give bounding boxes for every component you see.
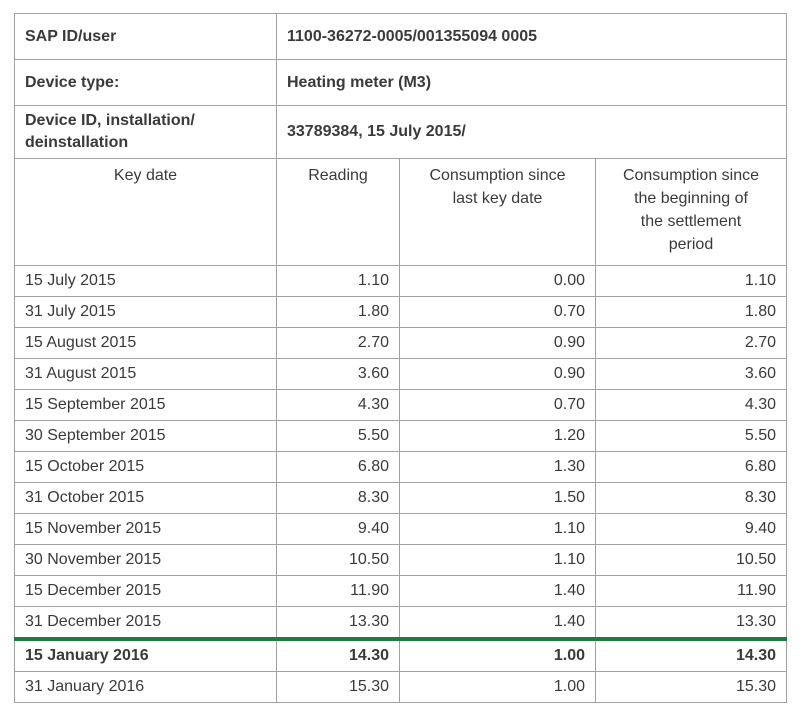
consumption-since-start-cell: 5.50	[595, 420, 787, 452]
key-date-cell: 31 August 2015	[14, 358, 277, 390]
readings-body: 15 July 2015 1.10 0.00 1.10 31 July 2015…	[14, 265, 787, 703]
table-row: 30 September 2015 5.50 1.20 5.50	[14, 420, 787, 452]
table-row: 31 December 2015 13.30 1.40 13.30	[14, 606, 787, 640]
key-date-cell: 31 July 2015	[14, 296, 277, 328]
key-date-cell: 30 November 2015	[14, 544, 277, 576]
table-row: 31 October 2015 8.30 1.50 8.30	[14, 482, 787, 514]
consumption-since-last-cell: 0.90	[399, 358, 596, 390]
meta-value-device-type: Heating meter (M3)	[276, 59, 787, 106]
table-row: 15 November 2015 9.40 1.10 9.40	[14, 513, 787, 545]
reading-cell: 8.30	[276, 482, 400, 514]
key-date-cell: 15 November 2015	[14, 513, 277, 545]
reading-cell: 9.40	[276, 513, 400, 545]
key-date-cell: 15 October 2015	[14, 451, 277, 483]
meta-section: SAP ID/user 1100-36272-0005/001355094 00…	[14, 13, 787, 266]
reading-cell: 4.30	[276, 389, 400, 421]
reading-cell: 10.50	[276, 544, 400, 576]
table-row: 15 August 2015 2.70 0.90 2.70	[14, 327, 787, 359]
reading-cell: 11.90	[276, 575, 400, 607]
key-date-cell: 15 December 2015	[14, 575, 277, 607]
column-header-key-date: Key date	[14, 158, 277, 266]
consumption-since-last-cell: 1.00	[399, 637, 596, 672]
key-date-cell: 15 August 2015	[14, 327, 277, 359]
column-header-reading: Reading	[276, 158, 400, 266]
consumption-since-last-cell: 0.70	[399, 296, 596, 328]
table-row: 15 July 2015 1.10 0.00 1.10	[14, 265, 787, 297]
consumption-since-start-cell: 10.50	[595, 544, 787, 576]
table-row: 31 August 2015 3.60 0.90 3.60	[14, 358, 787, 390]
reading-cell: 5.50	[276, 420, 400, 452]
key-date-cell: 31 January 2016	[14, 671, 277, 703]
reading-cell: 1.80	[276, 296, 400, 328]
consumption-since-start-cell: 15.30	[595, 671, 787, 703]
meta-label-device-type: Device type:	[14, 59, 277, 106]
consumption-since-last-cell: 1.40	[399, 575, 596, 607]
consumption-since-start-cell: 3.60	[595, 358, 787, 390]
consumption-since-start-cell: 14.30	[595, 637, 787, 672]
consumption-since-last-cell: 0.00	[399, 265, 596, 297]
reading-cell: 6.80	[276, 451, 400, 483]
column-header-consumption-since-start: Consumption since the beginning of the s…	[595, 158, 787, 266]
table-row: 31 January 2016 15.30 1.00 15.30	[14, 671, 787, 703]
meta-row-device-type: Device type: Heating meter (M3)	[14, 59, 787, 106]
consumption-since-last-cell: 0.70	[399, 389, 596, 421]
consumption-since-last-cell: 1.30	[399, 451, 596, 483]
consumption-since-last-cell: 1.50	[399, 482, 596, 514]
consumption-since-last-cell: 1.10	[399, 513, 596, 545]
key-date-cell: 31 October 2015	[14, 482, 277, 514]
reading-cell: 13.30	[276, 606, 400, 640]
reading-cell: 15.30	[276, 671, 400, 703]
reading-cell: 2.70	[276, 327, 400, 359]
table-row: 15 October 2015 6.80 1.30 6.80	[14, 451, 787, 483]
key-date-cell: 15 September 2015	[14, 389, 277, 421]
consumption-since-last-cell: 1.40	[399, 606, 596, 640]
meta-row-device-id: Device ID, installation/ deinstallation …	[14, 105, 787, 159]
key-date-cell: 15 January 2016	[14, 637, 277, 672]
consumption-since-start-cell: 11.90	[595, 575, 787, 607]
consumption-since-start-cell: 1.80	[595, 296, 787, 328]
reading-cell: 14.30	[276, 637, 400, 672]
consumption-since-start-cell: 8.30	[595, 482, 787, 514]
reading-cell: 1.10	[276, 265, 400, 297]
table-row: 31 July 2015 1.80 0.70 1.80	[14, 296, 787, 328]
reading-cell: 3.60	[276, 358, 400, 390]
column-header-row: Key date Reading Consumption since last …	[14, 158, 787, 266]
consumption-since-start-cell: 1.10	[595, 265, 787, 297]
meta-value-sap-id: 1100-36272-0005/001355094 0005	[276, 13, 787, 60]
key-date-cell: 31 December 2015	[14, 606, 277, 640]
key-date-cell: 30 September 2015	[14, 420, 277, 452]
consumption-since-last-cell: 1.20	[399, 420, 596, 452]
consumption-since-last-cell: 0.90	[399, 327, 596, 359]
consumption-since-start-cell: 4.30	[595, 389, 787, 421]
table-row: 15 January 2016 14.30 1.00 14.30	[14, 637, 787, 672]
meta-label-sap-id: SAP ID/user	[14, 13, 277, 60]
table-row: 30 November 2015 10.50 1.10 10.50	[14, 544, 787, 576]
consumption-since-start-cell: 13.30	[595, 606, 787, 640]
consumption-since-last-cell: 1.00	[399, 671, 596, 703]
table-row: 15 September 2015 4.30 0.70 4.30	[14, 389, 787, 421]
meta-row-sap-id: SAP ID/user 1100-36272-0005/001355094 00…	[14, 13, 787, 60]
meter-reading-table: SAP ID/user 1100-36272-0005/001355094 00…	[14, 13, 787, 703]
consumption-since-last-cell: 1.10	[399, 544, 596, 576]
consumption-since-start-cell: 6.80	[595, 451, 787, 483]
consumption-since-start-cell: 2.70	[595, 327, 787, 359]
table-row: 15 December 2015 11.90 1.40 11.90	[14, 575, 787, 607]
meta-label-device-id: Device ID, installation/ deinstallation	[14, 105, 277, 159]
column-header-consumption-since-last: Consumption since last key date	[399, 158, 596, 266]
key-date-cell: 15 July 2015	[14, 265, 277, 297]
consumption-since-start-cell: 9.40	[595, 513, 787, 545]
meta-value-device-id: 33789384, 15 July 2015/	[276, 105, 787, 159]
